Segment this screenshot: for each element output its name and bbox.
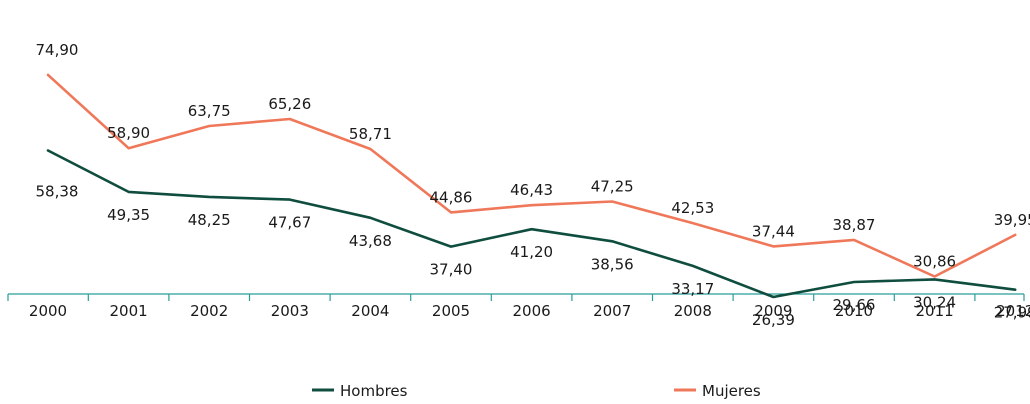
x-tick-label: 2008 (674, 302, 712, 320)
x-tick-label: 2012 (996, 302, 1030, 320)
x-tick-label: 2007 (593, 302, 631, 320)
data-label-mujeres: 47,25 (591, 177, 634, 195)
x-tick-label: 2004 (351, 302, 389, 320)
data-label-mujeres: 65,26 (268, 95, 311, 113)
data-label-hombres: 26,39 (752, 311, 795, 329)
x-tick-label: 2000 (29, 302, 67, 320)
data-label-mujeres: 39,95 (994, 211, 1030, 229)
data-label-hombres: 38,56 (591, 255, 634, 273)
data-label-hombres: 33,17 (671, 280, 714, 298)
data-label-mujeres: 63,75 (188, 102, 231, 120)
data-label-hombres: 43,68 (349, 232, 392, 250)
legend-label: Hombres (340, 382, 408, 400)
data-label-hombres: 48,25 (188, 211, 231, 229)
series-line-mujeres (46, 73, 1017, 278)
data-label-mujeres: 74,90 (36, 41, 79, 59)
data-label-hombres: 41,20 (510, 243, 553, 261)
data-label-mujeres: 38,87 (833, 216, 876, 234)
data-label-mujeres: 58,90 (107, 124, 150, 142)
x-tick-label: 2006 (513, 302, 551, 320)
legend-item-mujeres: Mujeres (674, 382, 761, 400)
data-label-hombres: 37,40 (430, 261, 473, 279)
x-tick-label: 2010 (835, 302, 873, 320)
series-line-hombres (46, 149, 1017, 299)
data-label-hombres: 29,66 (833, 296, 876, 314)
data-label-hombres: 27,99 (994, 304, 1030, 322)
series-lines (46, 73, 1017, 299)
legend-label: Mujeres (702, 382, 761, 400)
x-tick-label: 2009 (754, 302, 792, 320)
legend-item-hombres: Hombres (312, 382, 408, 400)
data-label-hombres: 47,67 (268, 214, 311, 232)
data-label-hombres: 58,38 (36, 183, 79, 201)
x-tick-label: 2002 (190, 302, 228, 320)
data-label-hombres: 49,35 (107, 206, 150, 224)
data-label-mujeres: 44,86 (430, 188, 473, 206)
data-label-mujeres: 37,44 (752, 222, 795, 240)
x-tick-label: 2003 (271, 302, 309, 320)
data-label-mujeres: 46,43 (510, 181, 553, 199)
x-tick-label: 2001 (110, 302, 148, 320)
x-tick-label: 2005 (432, 302, 470, 320)
data-label-mujeres: 30,86 (913, 253, 956, 271)
data-label-mujeres: 58,71 (349, 125, 392, 143)
data-label-hombres: 30,24 (913, 293, 956, 311)
legend: Hombres Mujeres (312, 382, 761, 400)
x-tick-label: 2011 (916, 302, 954, 320)
x-axis: 2000 2001 2002 2003 2004 2005 2006 2007 2008 2009… (7, 293, 1030, 320)
data-labels: 58,38 49,35 48,25 47,67 43,68 37,40 41,20 38,56… (36, 41, 1030, 329)
data-label-mujeres: 42,53 (671, 199, 714, 217)
